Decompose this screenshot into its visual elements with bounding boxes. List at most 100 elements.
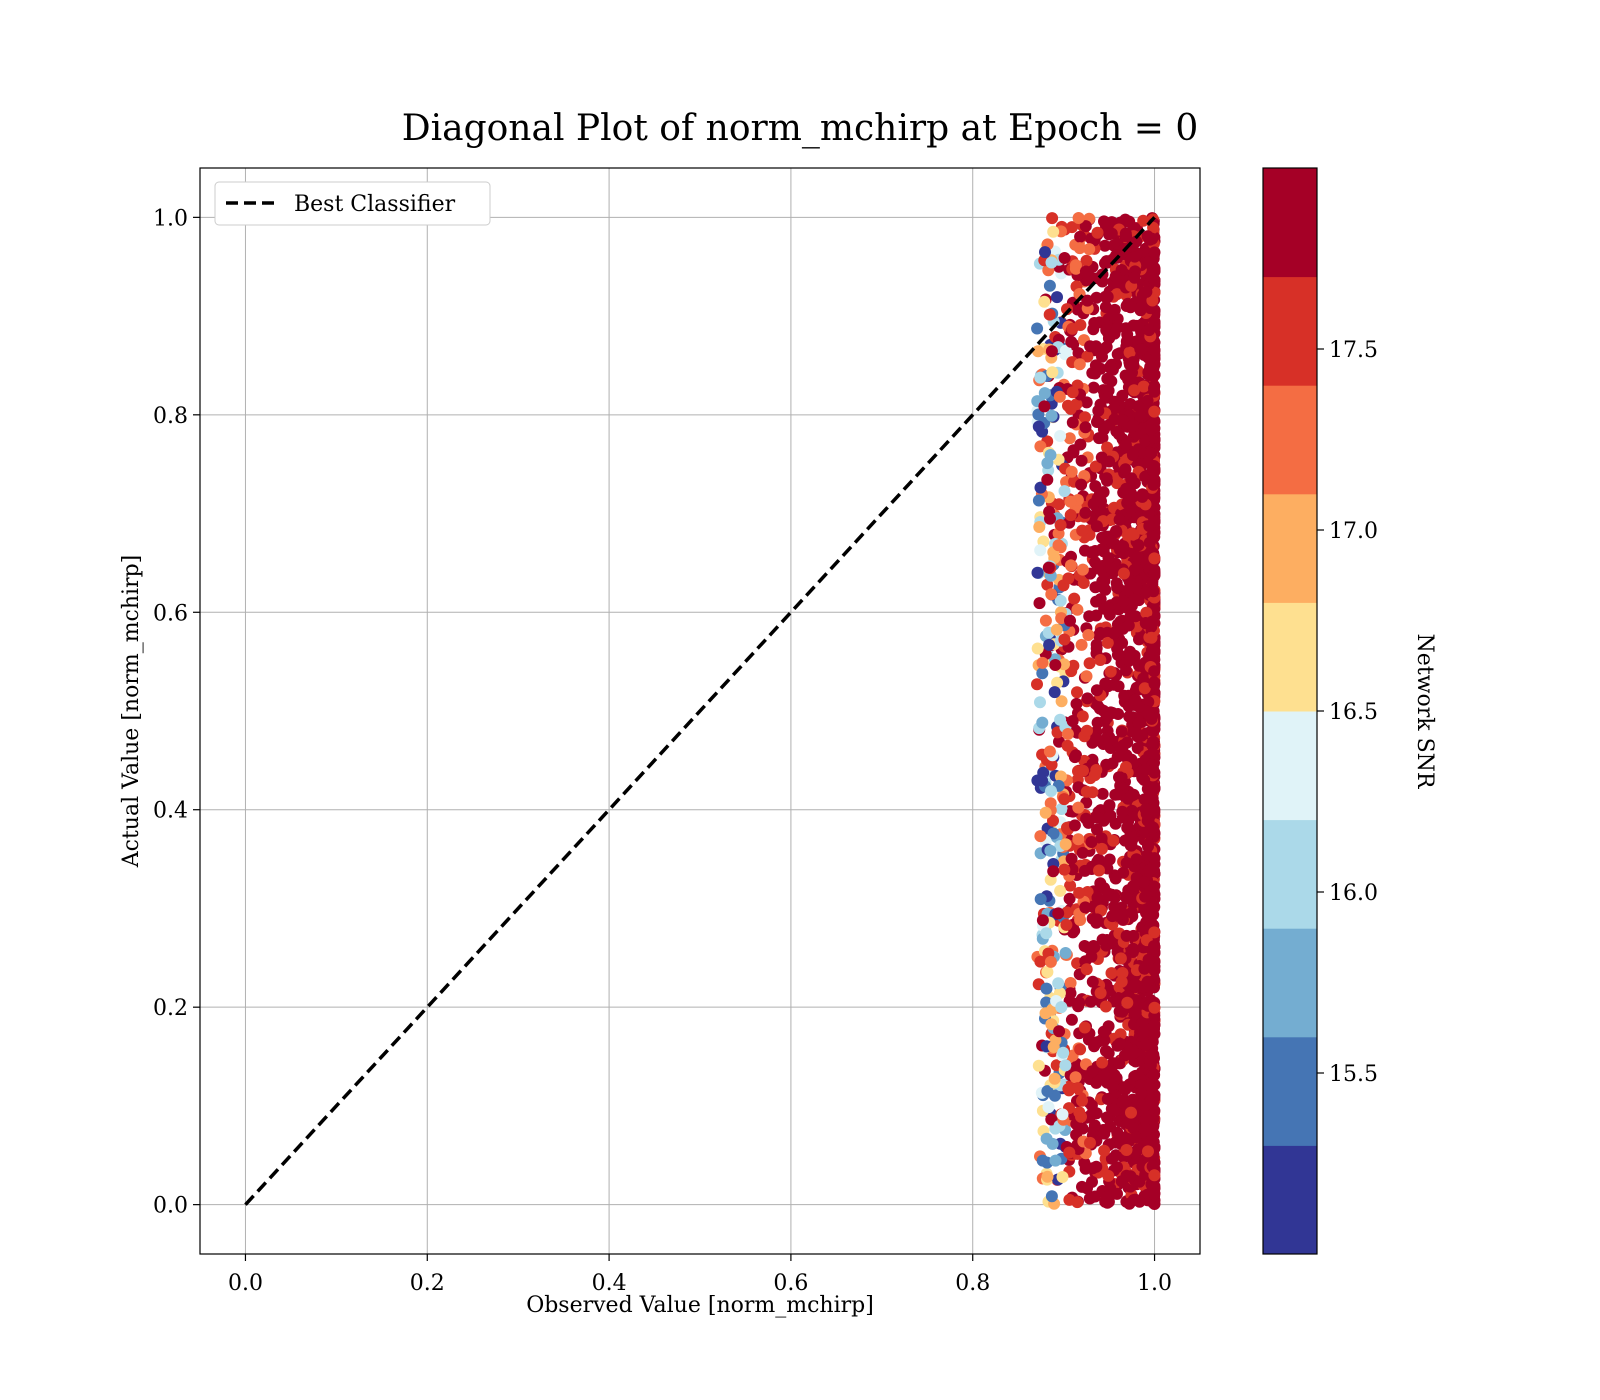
scatter-point — [1146, 902, 1159, 915]
scatter-point — [1094, 987, 1107, 999]
scatter-point — [1087, 381, 1100, 394]
scatter-point — [1089, 480, 1102, 493]
scatter-point — [1148, 1068, 1161, 1081]
scatter-point — [1123, 215, 1136, 228]
scatter-point — [1069, 262, 1082, 275]
scatter-point — [1041, 1085, 1054, 1098]
scatter-point — [1099, 301, 1112, 314]
scatter-point — [1052, 907, 1065, 920]
scatter-point — [1103, 418, 1116, 431]
y-tick-label-0: 0.0 — [153, 1194, 188, 1219]
scatter-point — [1140, 1124, 1153, 1137]
scatter-point — [1059, 838, 1072, 851]
colorbar-segment-7 — [1263, 385, 1317, 495]
scatter-point — [1089, 460, 1102, 473]
scatter-point — [1045, 1018, 1058, 1031]
scatter-point — [1115, 1175, 1128, 1188]
scatter-point — [1125, 1106, 1137, 1119]
scatter-point — [1072, 801, 1085, 814]
scatter-point — [1123, 346, 1136, 359]
scatter-point — [1093, 864, 1105, 877]
scatter-point — [1139, 803, 1152, 816]
scatter-point — [1046, 212, 1059, 225]
scatter-point — [1059, 344, 1072, 357]
scatter-point — [1045, 409, 1058, 422]
scatter-point — [1116, 1096, 1129, 1109]
scatter-point — [1148, 665, 1161, 678]
scatter-point — [1132, 539, 1145, 552]
scatter-point — [1053, 390, 1066, 403]
scatter-point — [1131, 551, 1144, 564]
scatter-point — [1071, 686, 1083, 699]
scatter-point — [1096, 1056, 1109, 1069]
scatter-point — [1135, 1087, 1148, 1099]
scatter-point — [1119, 463, 1132, 476]
scatter-point — [1146, 294, 1159, 307]
scatter-point — [1141, 256, 1154, 269]
colorbar-tick-label-0: 15.5 — [1329, 1062, 1378, 1087]
scatter-point — [1076, 524, 1089, 537]
scatter-point — [1071, 303, 1084, 316]
scatter-point — [1078, 1156, 1091, 1169]
scatter-point — [1088, 769, 1101, 782]
scatter-point — [1061, 303, 1073, 316]
scatter-point — [1053, 498, 1065, 511]
scatter-point — [1031, 322, 1044, 335]
scatter-point — [1119, 438, 1132, 451]
scatter-point — [1045, 785, 1057, 797]
scatter-point — [1065, 1013, 1078, 1026]
scatter-point — [1148, 677, 1161, 690]
colorbar-tick-label-3: 17.0 — [1329, 519, 1378, 544]
scatter-point — [1072, 833, 1085, 846]
scatter-point — [1123, 654, 1136, 667]
scatter-point — [1093, 432, 1105, 445]
scatter-point — [1041, 578, 1054, 591]
scatter-point — [1041, 457, 1054, 470]
scatter-point — [1043, 638, 1056, 651]
scatter-point — [1148, 274, 1161, 287]
scatter-point — [1034, 955, 1047, 968]
scatter-point — [1040, 982, 1053, 995]
x-tick-label-3: 0.6 — [773, 1271, 808, 1296]
scatter-point — [1075, 478, 1088, 491]
scatter-point — [1044, 844, 1057, 857]
scatter-point — [1120, 230, 1133, 243]
scatter-point — [1103, 800, 1115, 813]
scatter-point — [1085, 836, 1098, 848]
scatter-point — [1148, 405, 1161, 418]
scatter-point — [1147, 880, 1160, 893]
scatter-point — [1054, 713, 1067, 726]
scatter-point — [1148, 1188, 1161, 1201]
scatter-point — [1077, 764, 1089, 777]
scatter-point — [1056, 1108, 1069, 1121]
scatter-point — [1102, 1047, 1115, 1060]
scatter-point — [1138, 962, 1151, 975]
scatter-point — [1145, 712, 1158, 725]
scatter-point — [1063, 994, 1076, 1007]
scatter-point — [1139, 434, 1152, 447]
colorbar-segment-6 — [1263, 493, 1317, 603]
colorbar-segment-0 — [1263, 1145, 1317, 1255]
scatter-point — [1052, 539, 1065, 552]
scatter-point — [1085, 1108, 1098, 1121]
scatter-point — [1083, 243, 1096, 256]
scatter-point — [1036, 656, 1049, 669]
scatter-point — [1128, 979, 1141, 992]
scatter-point — [1103, 810, 1116, 823]
scatter-point — [1041, 966, 1054, 978]
scatter-point — [1041, 473, 1054, 486]
x-tick-label-5: 1.0 — [1137, 1271, 1172, 1296]
scatter-point — [1076, 1094, 1088, 1107]
scatter-point — [1038, 295, 1051, 308]
scatter-point — [1045, 1190, 1058, 1203]
scatter-point — [1120, 335, 1133, 348]
scatter-point — [1058, 793, 1071, 806]
scatter-point — [1039, 806, 1052, 819]
plot-frame — [199, 167, 1201, 1255]
scatter-point — [1105, 967, 1118, 980]
scatter-point — [1064, 614, 1076, 627]
scatter-point — [1120, 664, 1132, 677]
scatter-point — [1102, 889, 1114, 902]
scatter-point — [1043, 279, 1056, 292]
scatter-point — [1139, 1038, 1152, 1051]
